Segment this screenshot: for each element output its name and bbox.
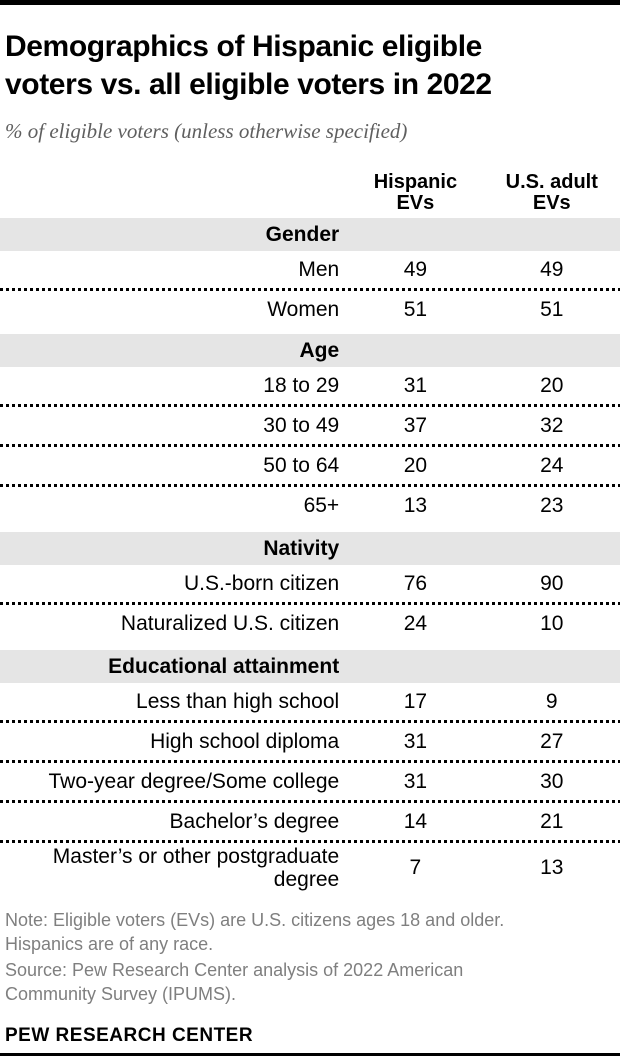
- us-adult-ev-value: 23: [540, 493, 564, 517]
- row-label: Two-year degree/Some college: [48, 770, 340, 793]
- row-label: Women: [267, 298, 340, 321]
- page-subtitle: % of eligible voters (unless otherwise s…: [5, 119, 408, 143]
- us-adult-ev-value: 49: [540, 257, 564, 281]
- column-header-hispanic-evs: Hispanic EVs: [347, 172, 483, 214]
- dotted-separator: [0, 484, 620, 487]
- section-band-education: Educational attainment: [0, 650, 620, 683]
- dotted-separator: [0, 444, 620, 447]
- dotted-separator: [0, 602, 620, 605]
- dotted-separator: [0, 800, 620, 803]
- row-label: 65+: [303, 494, 340, 517]
- dotted-separator: [0, 404, 620, 407]
- note-line: Note: Eligible voters (EVs) are U.S. cit…: [5, 910, 505, 930]
- us-adult-ev-value: 27: [540, 729, 564, 753]
- row-label: High school diploma: [150, 730, 340, 753]
- table-row: High school diploma 31 27: [0, 723, 620, 760]
- section-header: Gender: [265, 222, 340, 246]
- us-adult-ev-value: 13: [540, 856, 564, 879]
- dotted-separator: [0, 720, 620, 723]
- section-band-nativity: Nativity: [0, 532, 620, 565]
- hispanic-ev-value: 20: [403, 453, 428, 477]
- row-label: Bachelor’s degree: [169, 810, 340, 833]
- section-header: Nativity: [263, 536, 340, 560]
- column-header-text: U.S. adult: [505, 171, 598, 193]
- note-line: Hispanics are of any race.: [5, 934, 214, 954]
- us-adult-ev-value: 9: [545, 689, 558, 713]
- section-band-age: Age: [0, 334, 620, 367]
- us-adult-ev-value: 20: [540, 373, 564, 397]
- top-rule: [0, 0, 620, 5]
- table-row: Two-year degree/Some college 31 30: [0, 763, 620, 800]
- hispanic-ev-value: 13: [403, 493, 428, 517]
- column-header-text: EVs: [532, 192, 571, 214]
- note-text: Note: Eligible voters (EVs) are U.S. cit…: [5, 908, 610, 956]
- table-row: Naturalized U.S. citizen 24 10: [0, 605, 620, 642]
- section-header: Educational attainment: [108, 654, 340, 678]
- table-row: Master’s or other postgraduate degree 7 …: [0, 843, 620, 893]
- us-adult-ev-value: 10: [540, 611, 564, 635]
- hispanic-ev-value: 37: [403, 413, 428, 437]
- brand-footer: PEW RESEARCH CENTER: [5, 1025, 254, 1046]
- column-header-text: EVs: [396, 192, 435, 214]
- row-label: 50 to 64: [263, 454, 340, 477]
- demographics-table: Gender Men 49 49 Women 51 51 Age 18 to 2…: [0, 218, 620, 893]
- dotted-separator: [0, 760, 620, 763]
- section-gap: [0, 524, 620, 532]
- hispanic-ev-value: 51: [403, 297, 428, 321]
- section-gap: [0, 642, 620, 650]
- section-band-gender: Gender: [0, 218, 620, 251]
- table-row: 50 to 64 20 24: [0, 447, 620, 484]
- column-header-text: Hispanic: [373, 171, 458, 193]
- table-row: Women 51 51: [0, 291, 620, 328]
- hispanic-ev-value: 76: [403, 571, 428, 595]
- table-row: Bachelor’s degree 14 21: [0, 803, 620, 840]
- table-row: 30 to 49 37 32: [0, 407, 620, 444]
- column-header-row: Hispanic EVs U.S. adult EVs: [0, 172, 620, 214]
- table-row: Men 49 49: [0, 251, 620, 288]
- us-adult-ev-value: 24: [540, 453, 564, 477]
- column-header-spacer: [0, 172, 347, 214]
- hispanic-ev-value: 24: [403, 611, 428, 635]
- source-text: Source: Pew Research Center analysis of …: [5, 958, 610, 1006]
- row-label: Less than high school: [136, 690, 340, 713]
- table-row: 18 to 29 31 20: [0, 367, 620, 404]
- hispanic-ev-value: 7: [409, 856, 422, 879]
- row-label: 18 to 29: [263, 374, 340, 397]
- hispanic-ev-value: 49: [403, 257, 428, 281]
- table-row: Less than high school 17 9: [0, 683, 620, 720]
- us-adult-ev-value: 21: [540, 809, 564, 833]
- hispanic-ev-value: 14: [403, 809, 428, 833]
- column-header-us-adult-evs: U.S. adult EVs: [484, 172, 620, 214]
- title-line-2: voters vs. all eligible voters in 2022: [5, 68, 492, 101]
- title-line-1: Demographics of Hispanic eligible: [5, 30, 482, 63]
- row-label: Men: [298, 258, 340, 281]
- us-adult-ev-value: 90: [540, 571, 564, 595]
- source-line: Source: Pew Research Center analysis of …: [5, 960, 464, 980]
- row-label: Master’s or other postgraduate degree: [52, 845, 340, 891]
- hispanic-ev-value: 31: [403, 729, 428, 753]
- row-label: U.S.-born citizen: [183, 572, 340, 595]
- bottom-rule: [0, 1053, 620, 1056]
- hispanic-ev-value: 31: [403, 769, 428, 793]
- row-label: 30 to 49: [263, 414, 340, 437]
- us-adult-ev-value: 30: [540, 769, 564, 793]
- section-header: Age: [299, 338, 340, 362]
- source-line: Community Survey (IPUMS).: [5, 984, 237, 1004]
- hispanic-ev-value: 31: [403, 373, 428, 397]
- row-label: Naturalized U.S. citizen: [120, 612, 340, 635]
- dotted-separator: [0, 288, 620, 291]
- dotted-separator: [0, 840, 620, 843]
- us-adult-ev-value: 32: [540, 413, 564, 437]
- table-row: 65+ 13 23: [0, 487, 620, 524]
- page-title: Demographics of Hispanic eligible voters…: [5, 28, 614, 104]
- hispanic-ev-value: 17: [403, 689, 428, 713]
- table-row: U.S.-born citizen 76 90: [0, 565, 620, 602]
- us-adult-ev-value: 51: [540, 297, 564, 321]
